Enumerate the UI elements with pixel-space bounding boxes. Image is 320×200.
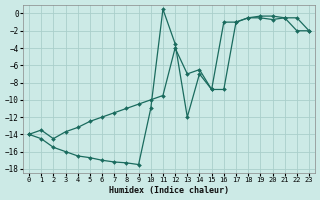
X-axis label: Humidex (Indice chaleur): Humidex (Indice chaleur) (109, 186, 229, 195)
